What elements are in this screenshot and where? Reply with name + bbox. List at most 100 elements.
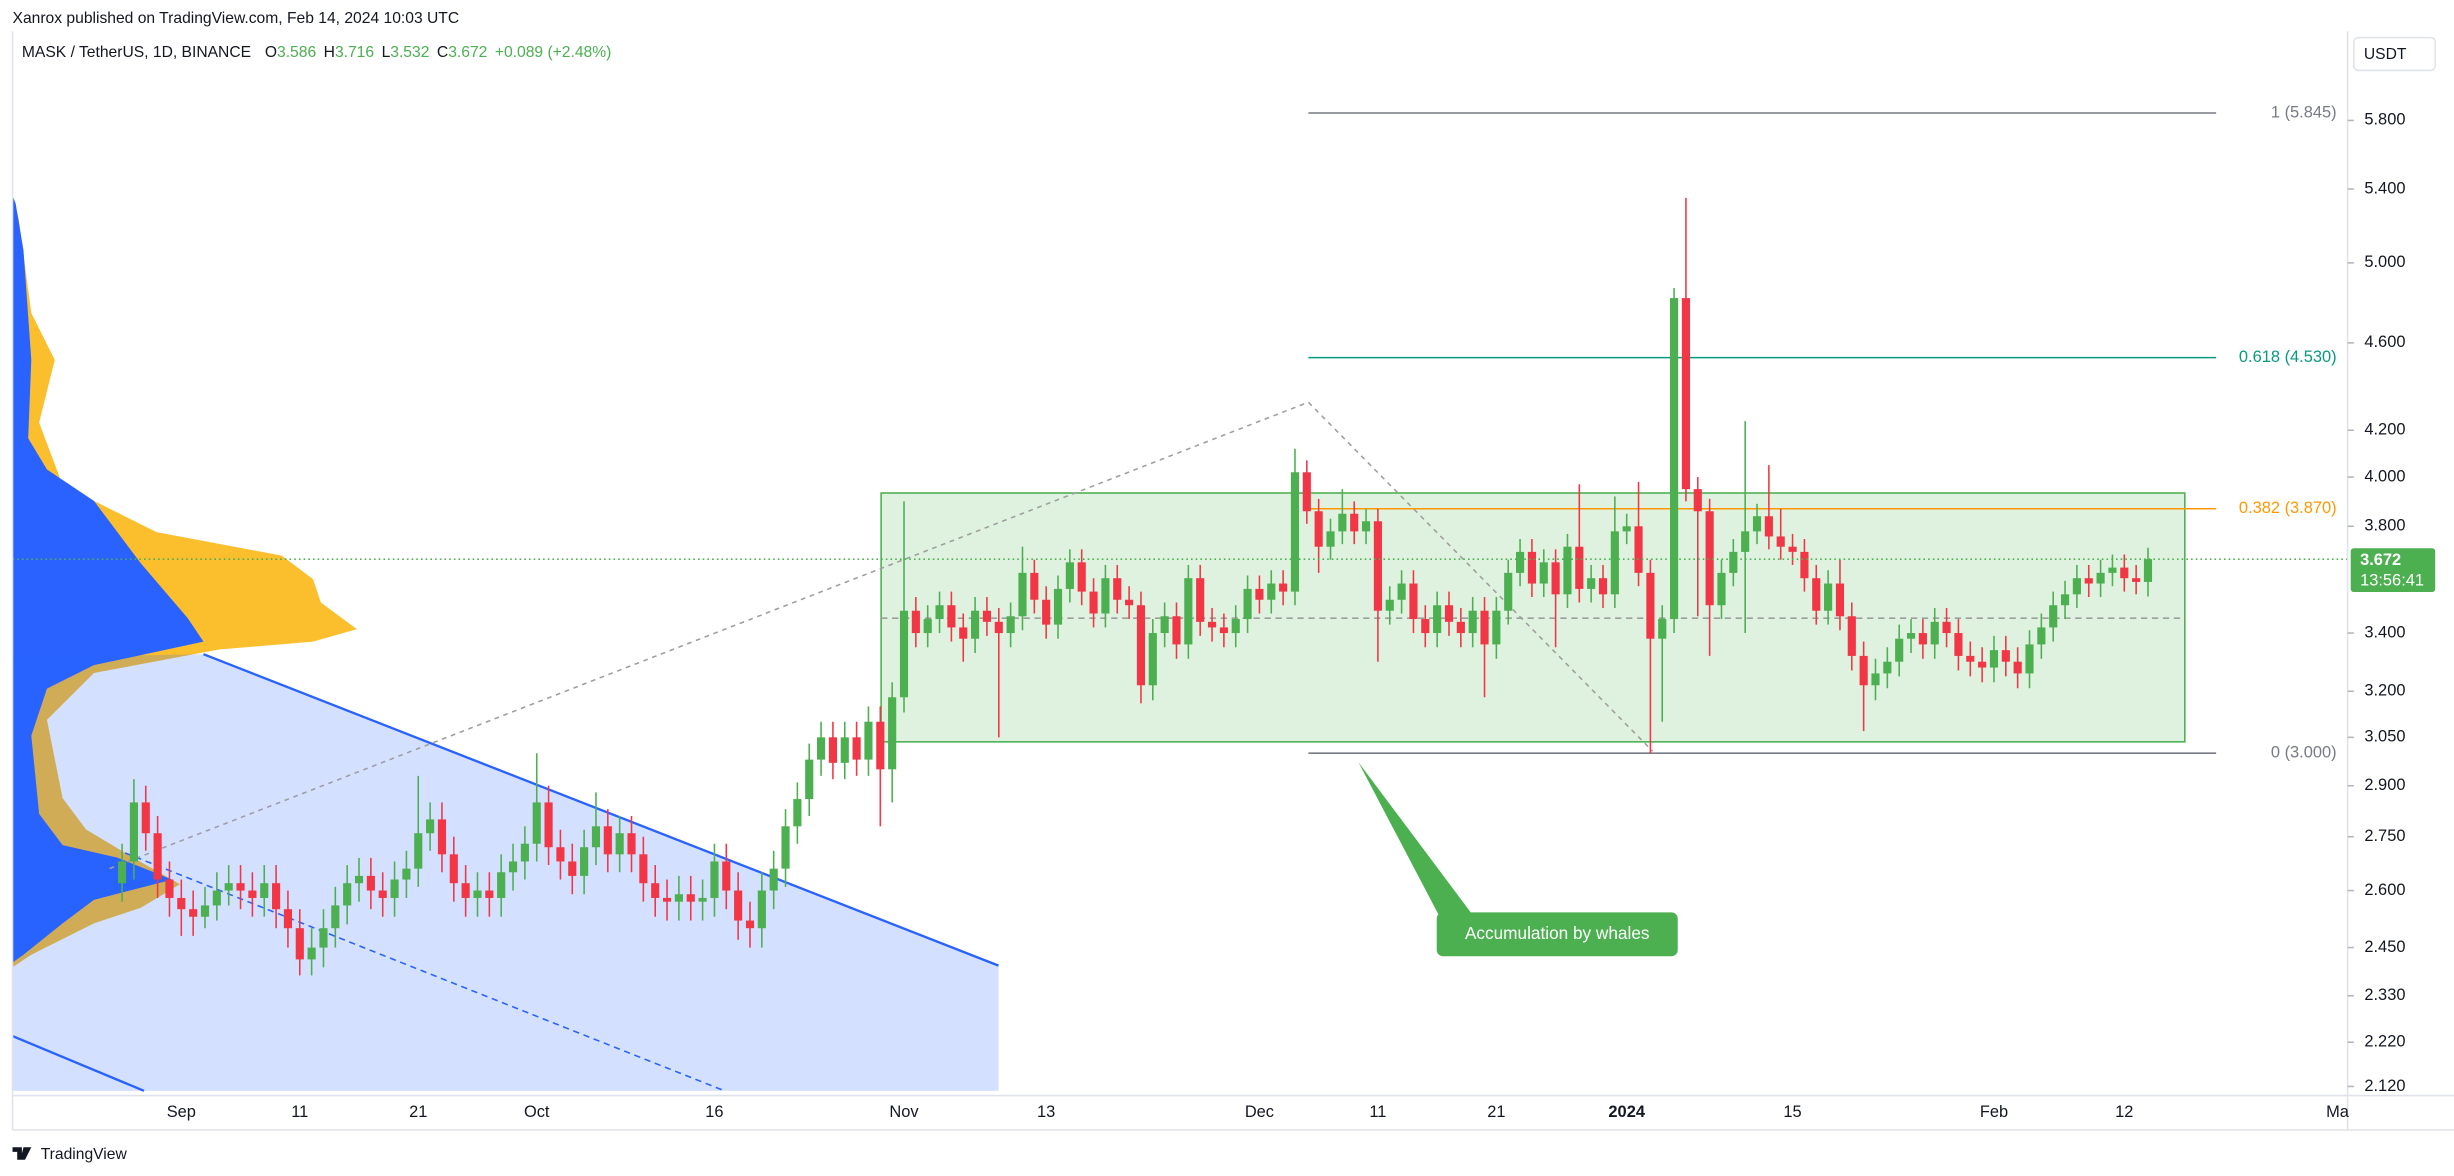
candle-body xyxy=(1231,619,1240,634)
candle-body xyxy=(686,894,695,902)
candle-body xyxy=(1421,619,1430,634)
legend-low: 3.532 xyxy=(390,44,429,61)
x-tick-label: Nov xyxy=(889,1103,919,1121)
candle-body xyxy=(1042,599,1051,625)
brand: TradingView xyxy=(41,1146,128,1163)
y-tick-label: 3.200 xyxy=(2364,682,2405,700)
x-tick-label: Sep xyxy=(167,1103,196,1121)
fib-label: 1 (5.845) xyxy=(2271,103,2337,121)
candle-body xyxy=(1006,616,1015,634)
y-tick-label: 2.750 xyxy=(2364,827,2405,845)
candle-body xyxy=(2096,572,2105,584)
wedge-fill xyxy=(12,654,999,1091)
fib-label: 0 (3.000) xyxy=(2271,744,2337,762)
last-price: 3.672 xyxy=(2360,551,2401,569)
candle-body xyxy=(520,843,529,862)
candle-body xyxy=(2072,578,2081,595)
candle-body xyxy=(757,890,766,929)
candle-body xyxy=(793,799,802,827)
candle-body xyxy=(1930,621,1939,645)
candle-body xyxy=(1492,610,1501,645)
y-tick-label: 3.800 xyxy=(2364,517,2405,535)
candle-body xyxy=(1480,610,1489,645)
candle-body xyxy=(437,819,447,855)
candle-body xyxy=(165,879,174,898)
y-tick-label: 2.450 xyxy=(2364,938,2405,956)
candle-body xyxy=(1279,583,1288,592)
candle-body xyxy=(1326,531,1335,547)
candle-body xyxy=(272,883,281,910)
legend-change: +0.089 (+2.48%) xyxy=(495,44,612,61)
candle-body xyxy=(2001,650,2010,662)
candle-body xyxy=(1018,572,1027,617)
candle-body xyxy=(153,833,162,880)
candle-body xyxy=(1681,298,1691,490)
candle-body xyxy=(1385,599,1394,611)
candle-body xyxy=(1243,588,1252,620)
candle-body xyxy=(1883,661,1892,674)
candle-body xyxy=(1835,583,1845,617)
candle-body xyxy=(200,905,210,917)
candle-body xyxy=(2108,567,2117,573)
candle-body xyxy=(331,905,340,929)
candle-body xyxy=(1658,619,1667,639)
candle-body xyxy=(1196,578,1205,622)
candle-body xyxy=(662,897,672,902)
candle-body xyxy=(224,883,233,891)
candle-body xyxy=(1136,605,1146,686)
legend-label: C xyxy=(437,44,448,61)
candle-body xyxy=(1539,562,1548,584)
candle-body xyxy=(508,861,518,873)
candle-body xyxy=(2120,567,2129,579)
candle-body xyxy=(1693,489,1702,512)
y-tick-label: 5.000 xyxy=(2364,253,2405,271)
candle-body xyxy=(319,928,328,948)
candle-body xyxy=(2037,627,2046,645)
candle-body xyxy=(390,879,399,898)
candle-body xyxy=(2013,661,2022,674)
candle-body xyxy=(1966,655,1975,662)
candle-body xyxy=(627,833,636,855)
x-tick-label: 12 xyxy=(2115,1103,2133,1121)
candle-body xyxy=(899,610,909,698)
candle-body xyxy=(1788,546,1797,552)
legend: MASK / TetherUS, 1D, BINANCE O3.586 H3.7… xyxy=(22,44,611,61)
candle-body xyxy=(307,947,316,960)
candle-body xyxy=(1125,599,1134,606)
currency-button[interactable] xyxy=(2353,36,2437,72)
candle-body xyxy=(1824,583,1833,611)
candle-body xyxy=(1361,521,1371,532)
volume-profile-blue xyxy=(12,195,204,963)
candle-body xyxy=(1895,638,1904,662)
currency[interactable]: USDT xyxy=(2364,46,2407,63)
candle-body xyxy=(414,833,423,869)
candle-body xyxy=(615,833,624,855)
candle-body xyxy=(710,861,719,898)
candle-body xyxy=(1906,633,1916,639)
candle-body xyxy=(1160,616,1169,634)
candle-body xyxy=(698,897,707,902)
candle-body xyxy=(1030,572,1039,600)
candle-body xyxy=(1942,621,1951,634)
candle-body xyxy=(1776,536,1785,547)
candle-body xyxy=(366,875,375,891)
candle-body xyxy=(295,928,304,960)
candle-body xyxy=(580,847,589,876)
candle-body xyxy=(1610,531,1619,595)
candle-body xyxy=(2025,644,2034,674)
candle-body xyxy=(805,759,814,800)
candle-body xyxy=(745,920,755,929)
candle-body xyxy=(461,883,470,898)
accumulation-box xyxy=(880,492,2186,743)
published-note: Xanrox published on TradingView.com, Feb… xyxy=(13,10,460,27)
candle-body xyxy=(449,854,458,884)
candle-body xyxy=(1255,588,1264,600)
y-tick-label: 4.000 xyxy=(2364,467,2405,485)
candle-body xyxy=(260,883,269,898)
candle-body xyxy=(603,826,612,855)
dashed-channel xyxy=(124,852,725,1092)
brand-logo xyxy=(12,1147,32,1160)
candle-body xyxy=(544,802,553,848)
y-tick-label: 3.400 xyxy=(2364,623,2405,641)
candle-body xyxy=(354,875,364,884)
